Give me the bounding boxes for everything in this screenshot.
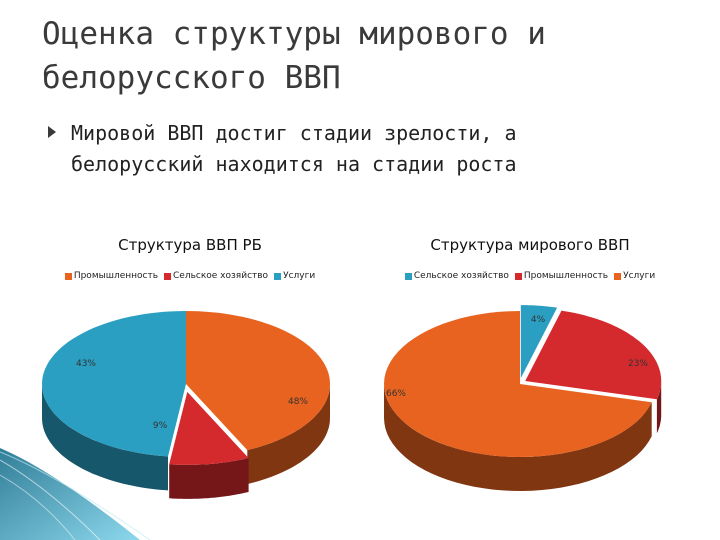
- pie-slice-side: [384, 384, 652, 491]
- data-label: 48%: [288, 397, 308, 407]
- data-label: 43%: [76, 359, 96, 369]
- legend-item: Услуги: [274, 271, 315, 281]
- pie-slice: [42, 311, 186, 457]
- data-label: 66%: [386, 389, 406, 399]
- legend-swatch: [514, 272, 522, 280]
- legend-label: Сельское хозяйство: [173, 271, 269, 281]
- pie-slice-side: [169, 458, 249, 499]
- legend-swatch: [404, 272, 412, 280]
- legend-swatch: [274, 272, 282, 280]
- legend-item: Сельское хозяйство: [404, 271, 509, 281]
- data-label: 23%: [628, 359, 648, 369]
- bullet-text-line: белорусский находится на стадии роста: [71, 152, 517, 176]
- slide-title-line: Оценка структуры мирового и: [42, 16, 546, 52]
- pie-slice: [169, 391, 249, 465]
- legend-item: Промышленность: [64, 271, 159, 281]
- chart-title: Структура ВВП РБ: [118, 236, 262, 254]
- pie-slice-side: [42, 384, 168, 491]
- legend-swatch: [614, 272, 622, 280]
- legend-item: Услуги: [614, 271, 655, 281]
- legend-swatch: [164, 272, 172, 280]
- pie-slice: [384, 311, 652, 457]
- decorative-corner-swoosh: [0, 448, 151, 540]
- bullet-text: Мировой ВВП достиг стадии зрелости, а бе…: [71, 118, 671, 180]
- legend-label: Услуги: [623, 271, 656, 281]
- legend-item: Сельское хозяйство: [164, 271, 268, 281]
- legend-label: Сельское хозяйство: [413, 271, 509, 281]
- chart-title: Структура мирового ВВП: [430, 236, 630, 254]
- pie-chart-belarus-gdp: Структура ВВП РБ Промышленность Сельское…: [40, 228, 340, 540]
- chart-legend: Промышленность Сельское хозяйство Услуги: [40, 271, 340, 281]
- pie-slice: [525, 310, 662, 400]
- legend-item: Промышленность: [514, 271, 609, 281]
- bullet-arrow-icon: [48, 126, 56, 138]
- bullet-text-line: Мировой ВВП достиг стадии зрелости, а: [71, 121, 517, 145]
- pie-plot-area: 43% 9% 48%: [42, 311, 330, 499]
- legend-label: Промышленность: [523, 271, 609, 281]
- pie-chart-world-gdp: Структура мирового ВВП Сельское хозяйств…: [380, 228, 680, 540]
- pie-slice: [520, 305, 558, 379]
- data-label: 4%: [531, 315, 546, 325]
- pie-slice: [186, 311, 330, 451]
- data-label: 9%: [153, 421, 168, 431]
- legend-label: Промышленность: [73, 271, 159, 281]
- legend-swatch: [64, 272, 72, 280]
- pie-slice-side: [247, 384, 330, 485]
- slide-title-line: белорусского ВВП: [42, 60, 341, 96]
- slide-title: Оценка структуры мирового и белорусского…: [42, 12, 682, 100]
- pie-slice-side: [656, 381, 662, 434]
- legend-label: Услуги: [283, 271, 316, 281]
- pie-plot-area: 4% 23% 66%: [384, 305, 662, 491]
- chart-legend: Сельское хозяйство Промышленность Услуги: [380, 271, 680, 281]
